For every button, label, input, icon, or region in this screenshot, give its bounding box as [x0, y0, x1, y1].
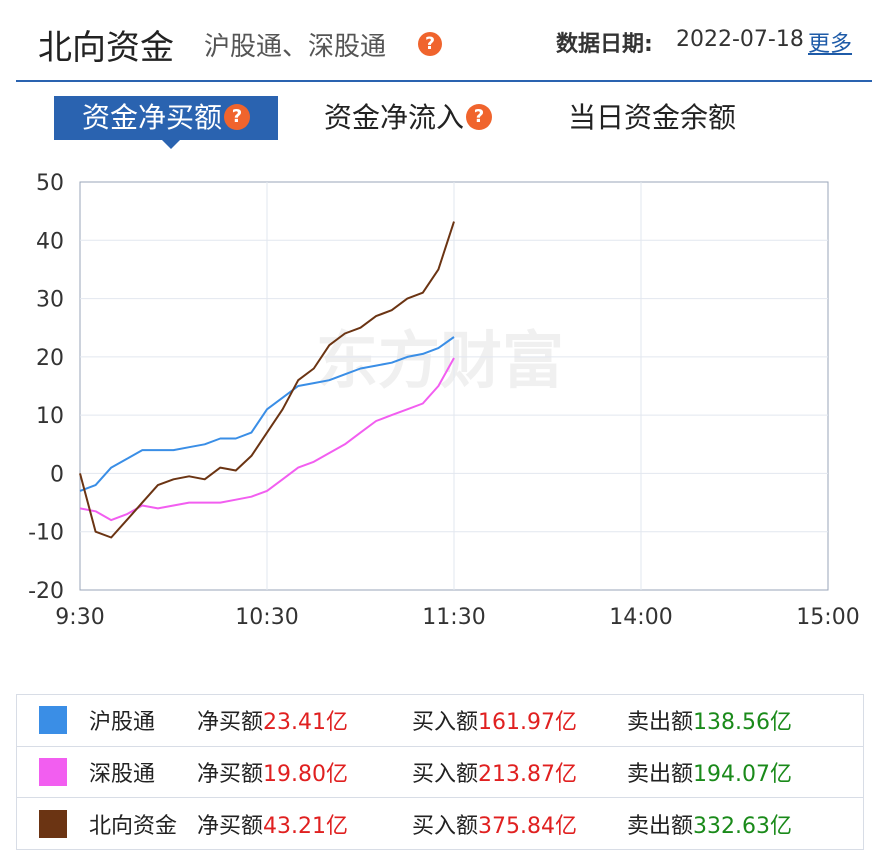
legend-series-name: 沪股通 — [89, 710, 156, 736]
legend-name-cell: 北向资金 — [16, 797, 197, 850]
legend-swatch-hgt — [39, 706, 67, 735]
series-line-1 — [79, 336, 455, 492]
buy-label: 买入额 — [412, 813, 479, 839]
legend-buy-cell: 买入额213.87亿 — [412, 745, 627, 799]
net-buy-label: 净买额 — [197, 761, 264, 787]
legend-series-name: 北向资金 — [89, 813, 178, 839]
sell-label: 卖出额 — [627, 761, 694, 787]
tab-net-buy-label: 资金净买额 — [81, 101, 222, 134]
help-icon[interactable]: ? — [418, 32, 442, 56]
buy-value: 375.84亿 — [478, 813, 577, 839]
legend-buy-cell: 买入额375.84亿 — [412, 797, 627, 850]
series-line-3 — [79, 221, 455, 539]
buy-value: 161.97亿 — [478, 710, 577, 736]
net-buy-label: 净买额 — [197, 710, 264, 736]
buy-label: 买入额 — [412, 761, 479, 787]
subtitle-text: 沪股通、深股通 — [204, 32, 387, 62]
legend-row-hgt: 沪股通 净买额23.41亿 买入额161.97亿 卖出额138.56亿 — [16, 694, 864, 747]
tab-net-inflow[interactable]: 资金净流入? — [324, 96, 493, 140]
legend-name-cell: 深股通 — [16, 745, 197, 799]
page-title: 北向资金 — [38, 28, 174, 68]
help-icon[interactable]: ? — [466, 104, 493, 130]
legend-table: 沪股通 净买额23.41亿 买入额161.97亿 卖出额138.56亿 深股通 … — [16, 694, 864, 850]
sell-value: 138.56亿 — [693, 710, 792, 736]
legend-row-sgt: 深股通 净买额19.80亿 买入额213.87亿 卖出额194.07亿 — [16, 745, 864, 799]
legend-sell-cell: 卖出额332.63亿 — [627, 797, 864, 850]
legend-net-cell: 净买额23.41亿 — [197, 694, 412, 747]
legend-net-cell: 净买额19.80亿 — [197, 745, 412, 799]
y-tick-label: -10 — [28, 521, 64, 546]
more-link[interactable]: 更多 — [808, 32, 853, 57]
x-tick-label: 15:00 — [796, 605, 859, 630]
tab-balance-label: 当日资金余额 — [568, 101, 737, 134]
tab-bar: 资金净买额? 资金净流入? 当日资金余额 — [0, 96, 888, 149]
legend-swatch-sgt — [39, 757, 67, 786]
net-buy-label: 净买额 — [197, 813, 264, 839]
y-tick-label: 30 — [36, 288, 64, 313]
legend-buy-cell: 买入额161.97亿 — [412, 694, 627, 747]
x-tick-label: 10:30 — [235, 605, 298, 630]
x-tick-label: 11:30 — [422, 605, 485, 630]
legend-name-cell: 沪股通 — [16, 694, 197, 747]
tab-net-buy[interactable]: 资金净买额? — [54, 96, 278, 149]
legend-series-name: 深股通 — [89, 761, 156, 787]
legend-sell-cell: 卖出额138.56亿 — [627, 694, 864, 747]
net-buy-value: 43.21亿 — [263, 813, 348, 839]
watermark-text: 东方财富 — [316, 324, 564, 397]
legend-sell-cell: 卖出额194.07亿 — [627, 745, 864, 799]
series-line-2 — [79, 357, 455, 522]
help-icon[interactable]: ? — [224, 104, 250, 130]
sell-label: 卖出额 — [627, 813, 694, 839]
tab-balance[interactable]: 当日资金余额 — [568, 96, 736, 140]
y-tick-label: 10 — [36, 404, 64, 429]
x-tick-label: 9:30 — [55, 605, 104, 630]
net-buy-value: 19.80亿 — [263, 761, 348, 787]
sell-value: 194.07亿 — [693, 761, 792, 787]
legend-row-north: 北向资金 净买额43.21亿 买入额375.84亿 卖出额332.63亿 — [16, 797, 864, 850]
net-buy-value: 23.41亿 — [263, 710, 348, 736]
buy-label: 买入额 — [412, 710, 479, 736]
sell-value: 332.63亿 — [693, 813, 792, 839]
net-buy-chart: 东方财富 50 40 30 20 10 0 -10 -209:30 10:30 11:30 14:00… — [28, 171, 860, 630]
tab-net-inflow-label: 资金净流入 — [324, 101, 465, 134]
page-subtitle: 沪股通、深股通 ? — [204, 26, 442, 63]
sell-label: 卖出额 — [627, 710, 694, 736]
date-label: 数据日期: — [556, 32, 653, 57]
x-tick-label: 14:00 — [609, 605, 672, 630]
date-value: 2022-07-18 — [676, 27, 804, 52]
y-tick-label: 40 — [36, 229, 64, 254]
y-tick-label: 0 — [50, 462, 64, 487]
y-tick-label: -20 — [28, 579, 64, 604]
header: 北向资金 沪股通、深股通 ? 数据日期: 2022-07-18 更多 — [0, 0, 888, 82]
legend-net-cell: 净买额43.21亿 — [197, 797, 412, 850]
y-tick-label: 50 — [36, 171, 64, 196]
legend-swatch-north — [39, 809, 67, 838]
header-divider — [16, 80, 872, 82]
buy-value: 213.87亿 — [478, 761, 577, 787]
y-tick-label: 20 — [36, 346, 64, 371]
